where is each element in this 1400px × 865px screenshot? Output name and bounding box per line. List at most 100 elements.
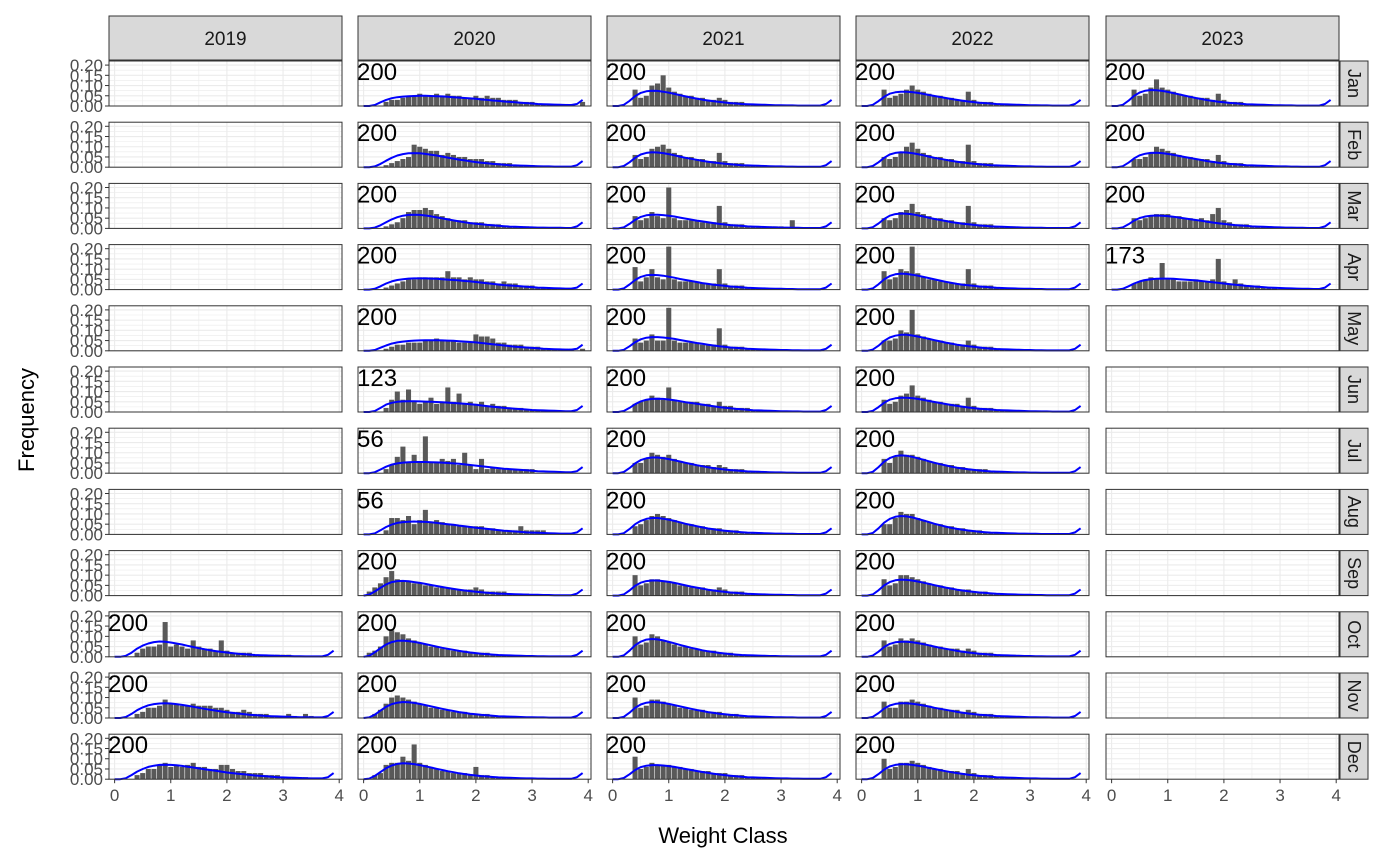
histogram-bar bbox=[428, 340, 434, 351]
histogram-bar bbox=[383, 165, 389, 168]
histogram-bar bbox=[887, 585, 893, 596]
histogram-bar bbox=[406, 279, 412, 290]
density-line bbox=[363, 520, 584, 536]
histogram-bar bbox=[1159, 263, 1165, 290]
histogram-bar bbox=[1165, 279, 1171, 290]
histogram-bar bbox=[140, 773, 146, 780]
n-label: 200 bbox=[855, 487, 895, 514]
strip-background bbox=[1339, 672, 1369, 719]
histogram-bar bbox=[145, 646, 151, 657]
histogram-bar bbox=[445, 218, 451, 229]
histogram-bar bbox=[406, 760, 412, 780]
histogram-bar bbox=[1142, 156, 1148, 168]
histogram-bar bbox=[904, 454, 910, 474]
panel-2023-Feb: 200 bbox=[1105, 120, 1332, 169]
histogram-bar bbox=[920, 458, 926, 474]
histogram-bar bbox=[898, 701, 904, 718]
histogram-bar bbox=[898, 269, 904, 290]
histogram-bar bbox=[638, 401, 644, 412]
histogram-bar bbox=[383, 530, 389, 535]
strip-Oct: Oct bbox=[1339, 611, 1369, 658]
histogram-bar bbox=[439, 458, 445, 474]
n-label: 200 bbox=[855, 365, 895, 392]
histogram-bar bbox=[411, 524, 417, 535]
density-line bbox=[861, 763, 1082, 781]
y-tick-label: 0.00 bbox=[70, 219, 103, 238]
histogram-bar bbox=[445, 460, 451, 474]
histogram-bar bbox=[909, 513, 915, 535]
histogram-bar bbox=[954, 709, 960, 718]
histogram-bar bbox=[926, 522, 932, 535]
histogram-bar bbox=[434, 338, 440, 351]
panel-border bbox=[108, 305, 343, 352]
y-tick-label: 0.00 bbox=[70, 403, 103, 422]
histogram-bar bbox=[632, 154, 638, 168]
histogram-bar bbox=[960, 650, 966, 657]
y-tick-label: 0.15 bbox=[70, 556, 103, 575]
histogram-bar bbox=[467, 589, 473, 596]
x-tick-label: 4 bbox=[1331, 786, 1340, 805]
density-line bbox=[363, 461, 584, 475]
histogram-bar bbox=[1154, 279, 1160, 290]
histogram-bar bbox=[683, 220, 689, 229]
y-tick-label: 0.15 bbox=[70, 434, 103, 453]
histogram-bar bbox=[638, 462, 644, 474]
histogram-bar bbox=[484, 469, 490, 474]
histogram-bar bbox=[943, 587, 949, 596]
x-tick-label: 1 bbox=[664, 786, 673, 805]
histogram-bar bbox=[982, 532, 988, 535]
histogram-bar bbox=[417, 93, 423, 106]
n-label: 200 bbox=[606, 549, 646, 576]
histogram-bar bbox=[411, 95, 417, 106]
histogram-bar bbox=[649, 762, 655, 780]
histogram-bar bbox=[909, 577, 915, 596]
histogram-bar bbox=[688, 768, 694, 780]
row-strip-label: Mar bbox=[1344, 190, 1364, 221]
histogram-bar bbox=[224, 650, 230, 657]
histogram-bar bbox=[445, 709, 451, 718]
strip-Nov: Nov bbox=[1339, 672, 1369, 719]
histogram-bar bbox=[140, 648, 146, 657]
strip-2019: 2019 bbox=[108, 15, 343, 61]
histogram-bar bbox=[462, 773, 468, 780]
histogram-bar bbox=[683, 281, 689, 290]
histogram-bar bbox=[655, 579, 661, 596]
histogram-bar bbox=[671, 279, 677, 290]
histogram-bar bbox=[915, 701, 921, 718]
histogram-bar bbox=[501, 226, 507, 229]
histogram-bar bbox=[881, 218, 887, 229]
panel-2020-Dec: 200 bbox=[357, 732, 584, 781]
histogram-bar bbox=[960, 405, 966, 412]
histogram-bar bbox=[660, 456, 666, 474]
histogram-bar bbox=[937, 707, 943, 718]
strip-2023: 2023 bbox=[1105, 15, 1340, 61]
histogram-bar bbox=[666, 518, 672, 535]
panel-border bbox=[606, 121, 841, 168]
n-label: 200 bbox=[357, 120, 397, 147]
histogram-bar bbox=[960, 344, 966, 351]
histogram-bar bbox=[1154, 146, 1160, 168]
histogram-bar bbox=[400, 399, 406, 412]
histogram-bar bbox=[909, 309, 915, 351]
histogram-bar bbox=[478, 713, 485, 718]
strip-background bbox=[1339, 611, 1369, 658]
histogram-bar bbox=[417, 583, 423, 596]
histogram-bar bbox=[450, 711, 456, 718]
histogram-bar bbox=[920, 581, 926, 596]
histogram-bar bbox=[892, 218, 898, 229]
histogram-bar bbox=[727, 346, 734, 351]
panel-background bbox=[1106, 550, 1339, 596]
histogram-bar bbox=[926, 154, 932, 168]
histogram-bar bbox=[1176, 93, 1182, 106]
density-line bbox=[861, 702, 1082, 719]
histogram-bar bbox=[1187, 156, 1193, 168]
histogram-bar bbox=[450, 154, 456, 168]
histogram-bar bbox=[434, 462, 440, 474]
histogram-bar bbox=[389, 630, 395, 657]
facet-panel bbox=[1106, 305, 1339, 352]
histogram-bar bbox=[383, 407, 389, 412]
y-tick-label: 0.05 bbox=[70, 699, 103, 718]
n-label: 200 bbox=[1105, 59, 1145, 86]
n-label: 200 bbox=[357, 181, 397, 208]
histogram-bar bbox=[666, 764, 672, 780]
